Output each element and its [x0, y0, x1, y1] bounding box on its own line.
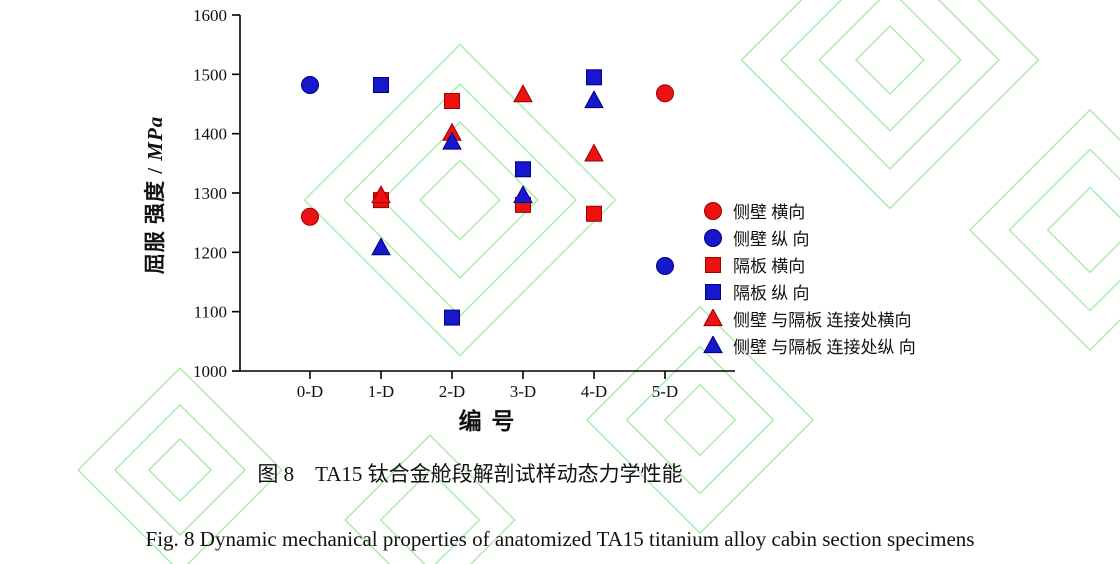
triangle-marker-blue [703, 335, 723, 353]
square-marker-red [444, 93, 460, 110]
y-tick-label: 1500 [193, 65, 227, 84]
circle-marker-blue [301, 76, 319, 95]
legend-label: 侧壁 横向 [733, 203, 806, 222]
legend-item: 侧壁 与隔板 连接处纵 向 [702, 332, 916, 359]
circle-marker-red [656, 84, 674, 103]
circle-red-icon [704, 201, 722, 220]
legend-item: 侧壁 横向 [702, 197, 916, 224]
triangle-marker-blue [442, 131, 462, 150]
y-axis-title: 屈服 强度 / MPa [139, 116, 169, 275]
legend-item: 隔板 横向 [702, 251, 916, 278]
triangle-marker-red [703, 308, 723, 326]
legend-item: 侧壁 纵 向 [702, 224, 916, 251]
square-marker-red [705, 256, 721, 273]
caption-chinese: 图 8 TA15 钛合金舱段解剖试样动态力学性能 [257, 462, 683, 486]
legend-label: 侧壁 纵 向 [733, 230, 810, 249]
legend-item: 侧壁 与隔板 连接处横向 [702, 305, 916, 332]
y-axis-title-text: 屈服 强度 / [143, 160, 167, 275]
square-red-icon [705, 256, 721, 273]
legend-label: 侧壁 与隔板 连接处纵 向 [733, 338, 916, 357]
triangle-marker-blue [371, 237, 391, 256]
y-tick-label: 1600 [193, 6, 227, 25]
circle-marker-blue [704, 228, 722, 247]
square-marker-blue [586, 69, 602, 86]
x-tick-label: 1-D [368, 382, 394, 401]
x-tick-label: 5-D [652, 382, 678, 401]
square-marker-blue [373, 77, 389, 94]
square-marker-red [586, 205, 602, 222]
y-tick-label: 1300 [193, 184, 227, 203]
x-tick-label: 3-D [510, 382, 536, 401]
y-tick-label: 1000 [193, 362, 227, 381]
legend-label: 隔板 横向 [733, 257, 806, 276]
scatter-plot: 1000 1100 1200 1300 1400 1500 1600 0-D 1-D 2-D 3-D… [193, 6, 735, 401]
triangle-marker-blue [584, 90, 604, 109]
circle-marker-blue [656, 256, 674, 275]
square-marker-blue [705, 283, 721, 300]
chart-legend: 侧壁 横向侧壁 纵 向隔板 横向隔板 纵 向侧壁 与隔板 连接处横向 侧壁 与隔板… [702, 197, 916, 359]
circle-blue-icon [704, 228, 722, 247]
y-tick-label: 1400 [193, 125, 227, 144]
legend-label: 侧壁 与隔板 连接处横向 [733, 311, 912, 330]
caption-english: Fig. 8 Dynamic mechanical properties of … [145, 527, 975, 551]
x-axis-title: 编 号 [458, 409, 517, 434]
legend-label: 隔板 纵 向 [733, 284, 810, 303]
triangle-marker-red [584, 143, 604, 162]
x-tick-label: 4-D [581, 382, 607, 401]
square-marker-blue [515, 161, 531, 178]
x-tick-label: 0-D [297, 382, 323, 401]
y-axis-unit: MPa [143, 115, 167, 161]
square-blue-icon [705, 283, 721, 300]
triangle-marker-red [513, 84, 533, 103]
x-tick-label: 2-D [439, 382, 465, 401]
circle-marker-red [704, 201, 722, 220]
legend-item: 隔板 纵 向 [702, 278, 916, 305]
circle-marker-red [301, 207, 319, 226]
triangle-marker-red [371, 185, 391, 204]
y-tick-label: 1100 [194, 303, 227, 322]
triangle-blue-icon [703, 335, 723, 353]
square-marker-blue [444, 309, 460, 326]
y-tick-label: 1200 [193, 243, 227, 262]
triangle-red-icon [703, 308, 723, 326]
triangle-marker-blue [513, 185, 533, 204]
